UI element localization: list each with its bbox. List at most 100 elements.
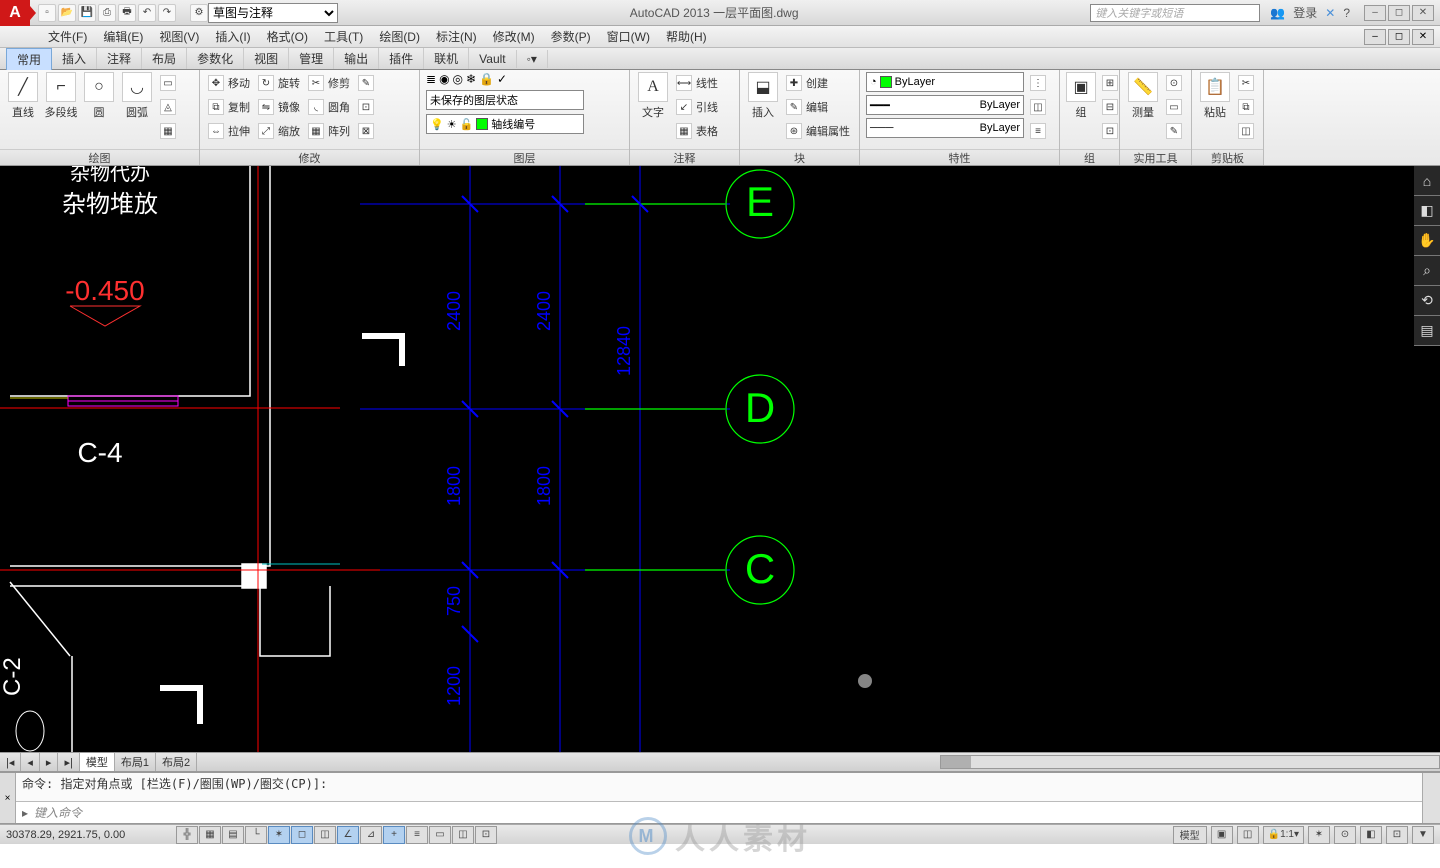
menu-tools[interactable]: 工具(T) — [316, 28, 371, 45]
modify-ex1-icon[interactable]: ✎ — [356, 72, 376, 94]
sb-dyn-icon[interactable]: + — [383, 826, 405, 844]
draw-polyline-button[interactable]: ⌐多段线 — [44, 72, 78, 120]
sb-otrack-icon[interactable]: ∠ — [337, 826, 359, 844]
sb-r3-icon[interactable]: ✶ — [1308, 826, 1330, 844]
qat-saveas-icon[interactable]: ⎙ — [98, 4, 116, 22]
qat-plot-icon[interactable]: 🖶 — [118, 4, 136, 22]
tab-parametric[interactable]: 参数化 — [187, 48, 244, 69]
workspace-select[interactable]: 草图与注释 — [208, 3, 338, 23]
sb-snap-icon[interactable]: ▦ — [199, 826, 221, 844]
tab-online[interactable]: 联机 — [424, 48, 469, 69]
draw-line-button[interactable]: ╱直线 — [6, 72, 40, 120]
annot-linear-button[interactable]: ⟷线性 — [674, 72, 720, 94]
tab-manage[interactable]: 管理 — [289, 48, 334, 69]
nav-show-icon[interactable]: ▤ — [1414, 316, 1440, 346]
layer-current-dropdown[interactable]: 💡☀🔓 轴线编号 — [426, 114, 584, 134]
sb-annoscale[interactable]: 🔒 1:1▾ — [1263, 826, 1304, 844]
prop-ex2-icon[interactable]: ◫ — [1028, 96, 1048, 118]
modify-array-button[interactable]: ▦阵列 — [306, 120, 352, 142]
prop-lweight-dropdown[interactable]: ━━━ByLayer — [866, 95, 1024, 115]
layout-tab-1[interactable]: 布局1 — [115, 753, 156, 771]
modify-ex2-icon[interactable]: ⊡ — [356, 96, 376, 118]
command-input[interactable]: 键入命令 — [16, 801, 1422, 823]
draw-extra2-icon[interactable]: ◬ — [158, 96, 178, 118]
clip-copy-icon[interactable]: ⧉ — [1236, 96, 1256, 118]
doc-restore-button[interactable]: ◻ — [1388, 29, 1410, 45]
panel-annot-label[interactable]: 注释 — [630, 149, 739, 165]
util-measure-button[interactable]: 📏测量 — [1126, 72, 1160, 120]
lt-prev-icon[interactable]: ◂ — [21, 753, 40, 771]
layer-ic2[interactable]: ◉ — [439, 72, 449, 86]
cmd-scrollbar[interactable] — [1422, 773, 1440, 823]
signin-button[interactable]: 登录 — [1293, 4, 1317, 21]
block-insert-button[interactable]: ⬓插入 — [746, 72, 780, 120]
prop-ltype-dropdown[interactable]: ───ByLayer — [866, 118, 1024, 138]
layer-ic4[interactable]: ❄ — [466, 72, 476, 86]
sb-sc-icon[interactable]: ⊡ — [475, 826, 497, 844]
signin-icon[interactable]: 👥 — [1270, 6, 1285, 20]
menu-dim[interactable]: 标注(N) — [428, 28, 485, 45]
layer-ic6[interactable]: ✓ — [497, 72, 507, 86]
draw-circle-button[interactable]: ○圆 — [82, 72, 116, 120]
panel-modify-label[interactable]: 修改 — [200, 149, 419, 165]
annot-text-button[interactable]: A文字 — [636, 72, 670, 120]
util-ex2-icon[interactable]: ▭ — [1164, 96, 1184, 118]
sb-ortho-icon[interactable]: └ — [245, 826, 267, 844]
annot-table-button[interactable]: ▦表格 — [674, 120, 720, 142]
menu-help[interactable]: 帮助(H) — [658, 28, 715, 45]
clip-ex-icon[interactable]: ◫ — [1236, 120, 1256, 142]
minimize-button[interactable]: – — [1364, 5, 1386, 21]
nav-pan-icon[interactable]: ✋ — [1414, 226, 1440, 256]
sb-osnap-icon[interactable]: ◻ — [291, 826, 313, 844]
qat-redo-icon[interactable]: ↷ — [158, 4, 176, 22]
qat-undo-icon[interactable]: ↶ — [138, 4, 156, 22]
group-ex3-icon[interactable]: ⊡ — [1100, 120, 1120, 142]
modify-copy-button[interactable]: ⧉复制 — [206, 96, 252, 118]
annot-leader-button[interactable]: ↙引线 — [674, 96, 720, 118]
nav-cube-icon[interactable]: ◧ — [1414, 196, 1440, 226]
panel-group-label[interactable]: 组 — [1060, 149, 1119, 165]
sb-r5-icon[interactable]: ◧ — [1360, 826, 1382, 844]
menu-param[interactable]: 参数(P) — [543, 28, 599, 45]
qat-save-icon[interactable]: 💾 — [78, 4, 96, 22]
nav-orbit-icon[interactable]: ⟲ — [1414, 286, 1440, 316]
sb-grid-icon[interactable]: ▤ — [222, 826, 244, 844]
tab-annotate[interactable]: 注释 — [97, 48, 142, 69]
modify-ex3-icon[interactable]: ⊠ — [356, 120, 376, 142]
util-ex1-icon[interactable]: ⊙ — [1164, 72, 1184, 94]
tab-home[interactable]: 常用 — [6, 48, 52, 70]
panel-block-label[interactable]: 块 — [740, 149, 859, 165]
util-ex3-icon[interactable]: ✎ — [1164, 120, 1184, 142]
tab-plugins[interactable]: 插件 — [379, 48, 424, 69]
tab-expand[interactable]: ◦▾ — [517, 50, 548, 68]
sb-tpy-icon[interactable]: ▭ — [429, 826, 451, 844]
prop-color-dropdown[interactable]: ◔ByLayer — [866, 72, 1024, 92]
panel-clip-label[interactable]: 剪贴板 — [1192, 149, 1263, 165]
layer-state-dropdown[interactable]: 未保存的图层状态 — [426, 90, 584, 110]
sb-ducs-icon[interactable]: ⊿ — [360, 826, 382, 844]
group-ex1-icon[interactable]: ⊞ — [1100, 72, 1120, 94]
block-edit-button[interactable]: ✎编辑 — [784, 96, 852, 118]
qat-new-icon[interactable]: ▫ — [38, 4, 56, 22]
modify-rotate-button[interactable]: ↻旋转 — [256, 72, 302, 94]
sb-polar-icon[interactable]: ✶ — [268, 826, 290, 844]
infocenter-search[interactable]: 键入关键字或短语 — [1090, 4, 1260, 22]
block-create-button[interactable]: ✚创建 — [784, 72, 852, 94]
draw-extra3-icon[interactable]: ▦ — [158, 120, 178, 142]
layout-tab-2[interactable]: 布局2 — [156, 753, 197, 771]
sb-lwt-icon[interactable]: ≡ — [406, 826, 428, 844]
workspace-switcher[interactable]: ⚙ 草图与注释 — [190, 3, 338, 23]
app-menu-button[interactable]: A — [0, 0, 30, 26]
panel-draw-label[interactable]: 绘图 — [0, 149, 199, 165]
qat-open-icon[interactable]: 📂 — [58, 4, 76, 22]
tab-vault[interactable]: Vault — [469, 50, 516, 68]
help-icon[interactable]: ? — [1343, 6, 1350, 20]
tab-layout[interactable]: 布局 — [142, 48, 187, 69]
sb-r2-icon[interactable]: ◫ — [1237, 826, 1259, 844]
nav-home-icon[interactable]: ⌂ — [1414, 166, 1440, 196]
prop-ex3-icon[interactable]: ≡ — [1028, 120, 1048, 142]
modify-mirror-button[interactable]: ⇋镜像 — [256, 96, 302, 118]
layout-tab-model[interactable]: 模型 — [80, 753, 115, 771]
group-ex2-icon[interactable]: ⊟ — [1100, 96, 1120, 118]
sb-r4-icon[interactable]: ⊙ — [1334, 826, 1356, 844]
